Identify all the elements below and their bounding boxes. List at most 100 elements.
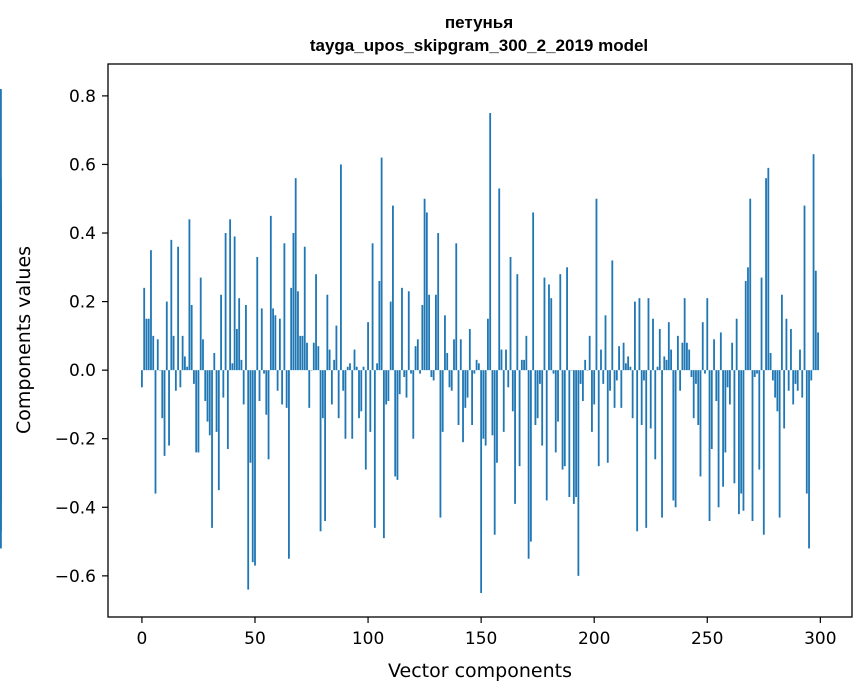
bar-142 (462, 370, 464, 443)
bar-151 (482, 370, 485, 439)
bar-109 (387, 370, 390, 402)
bar-35 (220, 294, 222, 371)
bar-261 (731, 342, 734, 371)
bar-28 (204, 370, 207, 402)
bar-46 (245, 305, 247, 371)
bar-53 (260, 308, 263, 371)
bar-26 (199, 277, 202, 371)
bar-277 (767, 167, 770, 371)
bar-30 (208, 370, 211, 436)
bar-260 (728, 370, 731, 405)
bar-58 (272, 308, 274, 371)
bar-172 (529, 370, 532, 542)
bar-220 (638, 298, 641, 371)
bar-248 (701, 322, 704, 371)
bar-235 (672, 370, 675, 501)
bar-195 (581, 370, 584, 402)
bar-40 (231, 363, 234, 371)
bar-69 (297, 291, 299, 371)
bar-281 (776, 370, 779, 412)
bar-12 (168, 370, 170, 446)
bar-291 (799, 349, 801, 371)
bar-98 (362, 366, 365, 371)
bar-267 (744, 281, 747, 371)
bar-94 (353, 349, 356, 371)
bar-105 (378, 281, 381, 371)
bar-193 (577, 370, 580, 576)
bar-247 (699, 370, 702, 477)
bar-83 (328, 349, 331, 371)
bar-154 (489, 113, 492, 371)
bar-131 (437, 233, 440, 371)
bar-31 (211, 370, 213, 528)
bar-49 (251, 370, 254, 563)
bar-238 (679, 370, 682, 391)
bar-276 (765, 178, 767, 371)
bar-263 (735, 318, 738, 371)
bar-299 (817, 332, 819, 371)
bar-76 (312, 342, 315, 371)
bar-158 (498, 188, 501, 371)
bar-127 (428, 294, 431, 371)
bar-121 (414, 346, 417, 371)
bar-54 (263, 370, 265, 374)
bar-232 (665, 359, 668, 371)
bar-224 (647, 298, 650, 371)
bar-288 (792, 370, 795, 405)
bar-253 (713, 339, 715, 371)
bar-202 (597, 370, 600, 467)
bar-274 (760, 277, 763, 371)
bar-242 (688, 349, 691, 371)
bar-52 (258, 370, 261, 402)
bar-18 (181, 335, 184, 371)
bar-199 (591, 370, 593, 432)
bar-206 (606, 370, 609, 463)
y-tick-label: 0.2 (69, 293, 96, 313)
bar-undefined (0, 370, 2, 391)
bar-282 (778, 370, 781, 518)
bar-14 (172, 335, 175, 371)
y-axis-ticks: −0.6 −0.4 −0.2 0.0 0.2 0.4 0.6 0.8 (55, 87, 108, 587)
bar-143 (464, 370, 467, 408)
bar-118 (407, 291, 410, 371)
bar-200 (593, 370, 596, 405)
bar-152 (484, 370, 487, 446)
y-tick-label: 0.6 (69, 155, 96, 175)
bar-255 (717, 370, 720, 508)
bar-62 (281, 370, 284, 405)
bar-23 (193, 370, 195, 384)
x-tick-label: 150 (465, 629, 497, 649)
bar-43 (238, 298, 241, 371)
bar-2 (145, 318, 148, 371)
bar-79 (319, 370, 322, 532)
bar-171 (527, 370, 530, 559)
bar-180 (548, 284, 550, 371)
bar-4 (150, 250, 152, 371)
chart-title-group: петунья tayga_upos_skipgram_300_2_2019 m… (310, 13, 648, 55)
bar-194 (579, 370, 582, 384)
bar-148 (475, 359, 478, 371)
bar-228 (656, 366, 659, 371)
bar-39 (229, 219, 232, 371)
bar-20 (186, 366, 189, 371)
y-tick-label: 0.4 (69, 224, 96, 244)
bar-289 (794, 370, 797, 384)
bar-59 (274, 315, 277, 371)
bar-140 (457, 370, 460, 426)
bar-212 (620, 370, 623, 408)
bar-125 (423, 198, 426, 371)
y-tick-label: 0.8 (69, 87, 96, 107)
bar-236 (674, 370, 677, 508)
bar-179 (545, 370, 548, 501)
bar-82 (326, 294, 329, 371)
bar-187 (563, 370, 566, 467)
bar-246 (697, 370, 700, 426)
bar-88 (340, 164, 342, 371)
bar-181 (550, 298, 553, 371)
bar-80 (321, 370, 324, 419)
bar-203 (600, 349, 602, 371)
bar-89 (342, 370, 345, 391)
bar-218 (634, 301, 636, 371)
y-axis-label: Components values (13, 246, 35, 434)
bar-270 (751, 370, 754, 522)
